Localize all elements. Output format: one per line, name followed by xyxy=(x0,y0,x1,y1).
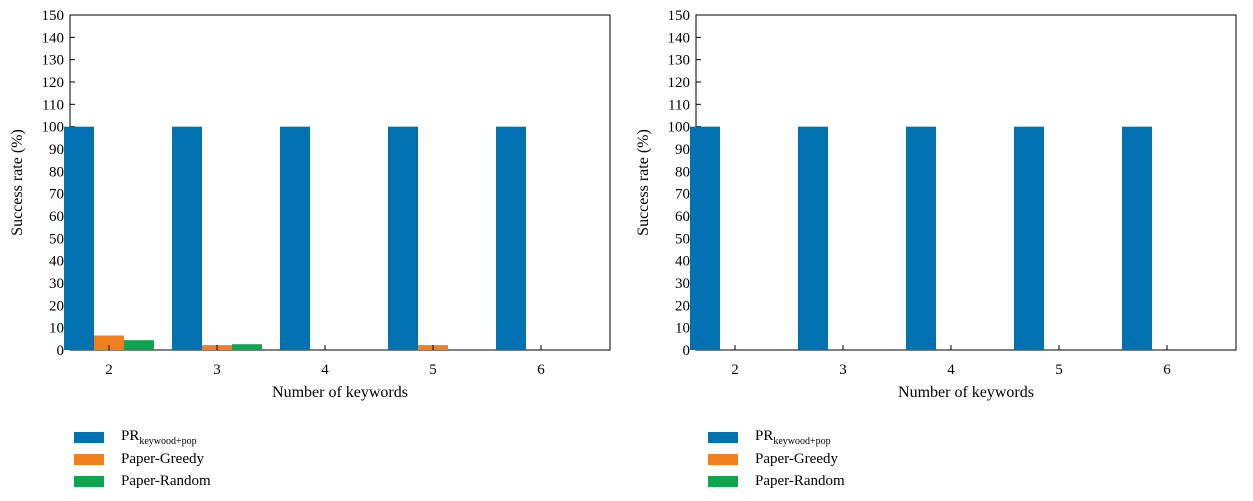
legend-swatch-random xyxy=(74,475,104,487)
legend-swatch-greedy xyxy=(74,453,104,465)
plot-frame xyxy=(695,14,1237,351)
x-tick-label: 4 xyxy=(321,362,329,378)
x-axis-label: Number of keywords xyxy=(898,384,1034,401)
y-tick-label: 150 xyxy=(668,8,691,24)
y-tick-label: 130 xyxy=(668,53,691,69)
bar-pr xyxy=(172,126,202,351)
y-tick-label: 90 xyxy=(675,142,690,158)
legend-left: PRkeywood+pop Paper-Greedy Paper-Random xyxy=(74,426,211,492)
x-tick-label: 6 xyxy=(1163,362,1171,378)
x-tick-label: 4 xyxy=(947,362,955,378)
y-tick-label: 40 xyxy=(675,254,690,270)
legend-item-greedy: Paper-Greedy xyxy=(74,448,211,470)
bar-pr xyxy=(64,126,94,351)
legend-label-random: Paper-Random xyxy=(121,472,211,489)
x-tick-label: 3 xyxy=(213,362,221,378)
legend-item-pr: PRkeywood+pop xyxy=(708,426,845,448)
y-tick-label: 70 xyxy=(49,187,64,203)
y-axis-label: Success rate (%) xyxy=(635,129,652,236)
y-tick-label: 10 xyxy=(675,321,690,337)
bar-pr xyxy=(798,126,828,351)
y-tick-label: 20 xyxy=(675,298,690,314)
y-tick-label: 120 xyxy=(668,75,691,91)
legend-label-random: Paper-Random xyxy=(755,472,845,489)
bar-random xyxy=(124,340,154,350)
bar-pr xyxy=(1014,126,1044,351)
y-tick-label: 20 xyxy=(49,298,64,314)
y-tick-label: 140 xyxy=(42,30,65,46)
y-tick-label: 30 xyxy=(675,276,690,292)
y-tick-label: 80 xyxy=(49,164,64,180)
legend-label-pr: PRkeywood+pop xyxy=(121,427,197,447)
x-axis-label: Number of keywords xyxy=(272,384,408,401)
plot-frame xyxy=(69,14,611,351)
legend-label-pr: PRkeywood+pop xyxy=(755,427,831,447)
bar-random xyxy=(232,344,262,350)
bar-pr xyxy=(1122,126,1152,351)
y-tick-label: 0 xyxy=(683,343,691,359)
y-tick-label: 150 xyxy=(42,8,65,24)
legend-swatch-greedy xyxy=(708,453,738,465)
y-tick-label: 100 xyxy=(42,120,65,136)
y-tick-label: 140 xyxy=(668,30,691,46)
y-tick-label: 50 xyxy=(49,231,64,247)
y-tick-label: 60 xyxy=(49,209,64,225)
y-tick-label: 30 xyxy=(49,276,64,292)
bar-pr xyxy=(690,126,720,351)
legend-label-greedy: Paper-Greedy xyxy=(121,450,204,467)
bar-pr xyxy=(496,126,526,351)
x-tick-label: 2 xyxy=(731,362,739,378)
legend-item-greedy: Paper-Greedy xyxy=(708,448,845,470)
bar-greedy xyxy=(94,335,124,350)
y-tick-label: 10 xyxy=(49,321,64,337)
y-tick-label: 90 xyxy=(49,142,64,158)
legend-label-greedy: Paper-Greedy xyxy=(755,450,838,467)
y-tick-label: 130 xyxy=(42,53,65,69)
bar-pr xyxy=(906,126,936,351)
legend-item-random: Paper-Random xyxy=(74,470,211,492)
y-tick-label: 80 xyxy=(675,164,690,180)
chart-left: 0 10 20 30 40 50 60 70 80 90 100 110 120 130 140 150 2 3 4… xyxy=(9,8,611,401)
y-tick-label: 100 xyxy=(668,120,691,136)
x-tick-label: 5 xyxy=(1055,362,1063,378)
x-tick-label: 6 xyxy=(537,362,545,378)
legend-item-random: Paper-Random xyxy=(708,470,845,492)
legend-swatch-random xyxy=(708,475,738,487)
legend-swatch-pr xyxy=(708,431,738,443)
y-tick-label: 110 xyxy=(668,97,690,113)
y-tick-label: 110 xyxy=(42,97,64,113)
y-tick-label: 0 xyxy=(57,343,65,359)
x-tick-label: 5 xyxy=(429,362,437,378)
y-axis-label: Success rate (%) xyxy=(9,129,26,236)
x-tick-label: 3 xyxy=(839,362,847,378)
legend-item-pr: PRkeywood+pop xyxy=(74,426,211,448)
y-tick-label: 120 xyxy=(42,75,65,91)
bar-pr xyxy=(388,126,418,351)
y-tick-label: 70 xyxy=(675,187,690,203)
y-tick-label: 40 xyxy=(49,254,64,270)
y-tick-label: 50 xyxy=(675,231,690,247)
x-tick-label: 2 xyxy=(105,362,113,378)
chart-right: 0 10 20 30 40 50 60 70 80 90 100 110 120 130 140 150 2 3 4… xyxy=(635,8,1237,401)
y-tick-label: 60 xyxy=(675,209,690,225)
legend-right: PRkeywood+pop Paper-Greedy Paper-Random xyxy=(708,426,845,492)
bar-pr xyxy=(280,126,310,351)
legend-swatch-pr xyxy=(74,431,104,443)
